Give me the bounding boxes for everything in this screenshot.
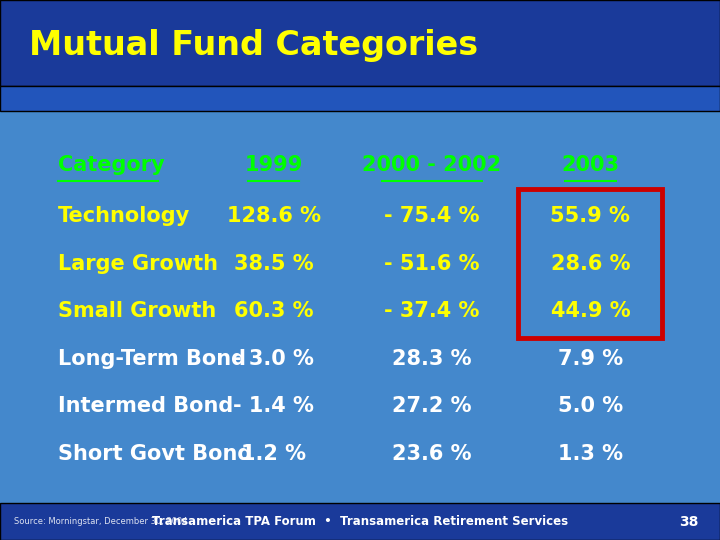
Text: 55.9 %: 55.9 %	[551, 206, 630, 226]
Text: 2000 - 2002: 2000 - 2002	[362, 154, 502, 175]
Text: - 1.4 %: - 1.4 %	[233, 396, 314, 416]
FancyBboxPatch shape	[0, 503, 720, 540]
Text: Long-Term Bond: Long-Term Bond	[58, 348, 246, 369]
Text: Intermed Bond: Intermed Bond	[58, 396, 233, 416]
Text: 2003: 2003	[562, 154, 619, 175]
Text: Category: Category	[58, 154, 164, 175]
FancyBboxPatch shape	[0, 0, 720, 86]
Text: Technology: Technology	[58, 206, 190, 226]
FancyBboxPatch shape	[0, 86, 720, 111]
Text: 28.3 %: 28.3 %	[392, 348, 472, 369]
Text: 60.3 %: 60.3 %	[234, 301, 313, 321]
Text: 1.2 %: 1.2 %	[241, 443, 306, 464]
Text: 38.5 %: 38.5 %	[234, 253, 313, 274]
Text: - 51.6 %: - 51.6 %	[384, 253, 480, 274]
Text: Transamerica TPA Forum  •  Transamerica Retirement Services: Transamerica TPA Forum • Transamerica Re…	[152, 515, 568, 528]
Text: 28.6 %: 28.6 %	[551, 253, 630, 274]
Text: Source: Morningstar, December 30, 2004: Source: Morningstar, December 30, 2004	[14, 517, 188, 526]
Text: 23.6 %: 23.6 %	[392, 443, 472, 464]
Text: 38: 38	[679, 515, 698, 529]
Text: - 75.4 %: - 75.4 %	[384, 206, 480, 226]
Text: 27.2 %: 27.2 %	[392, 396, 472, 416]
Text: Large Growth: Large Growth	[58, 253, 217, 274]
Text: 1999: 1999	[244, 154, 303, 175]
Text: 44.9 %: 44.9 %	[551, 301, 630, 321]
Text: - 3.0 %: - 3.0 %	[233, 348, 314, 369]
Text: Short Govt Bond: Short Govt Bond	[58, 443, 252, 464]
Text: Mutual Fund Categories: Mutual Fund Categories	[29, 29, 478, 63]
Text: 1.3 %: 1.3 %	[558, 443, 623, 464]
Text: 5.0 %: 5.0 %	[558, 396, 623, 416]
Text: 128.6 %: 128.6 %	[227, 206, 320, 226]
Text: 7.9 %: 7.9 %	[558, 348, 623, 369]
Text: Small Growth: Small Growth	[58, 301, 216, 321]
Text: - 37.4 %: - 37.4 %	[384, 301, 480, 321]
